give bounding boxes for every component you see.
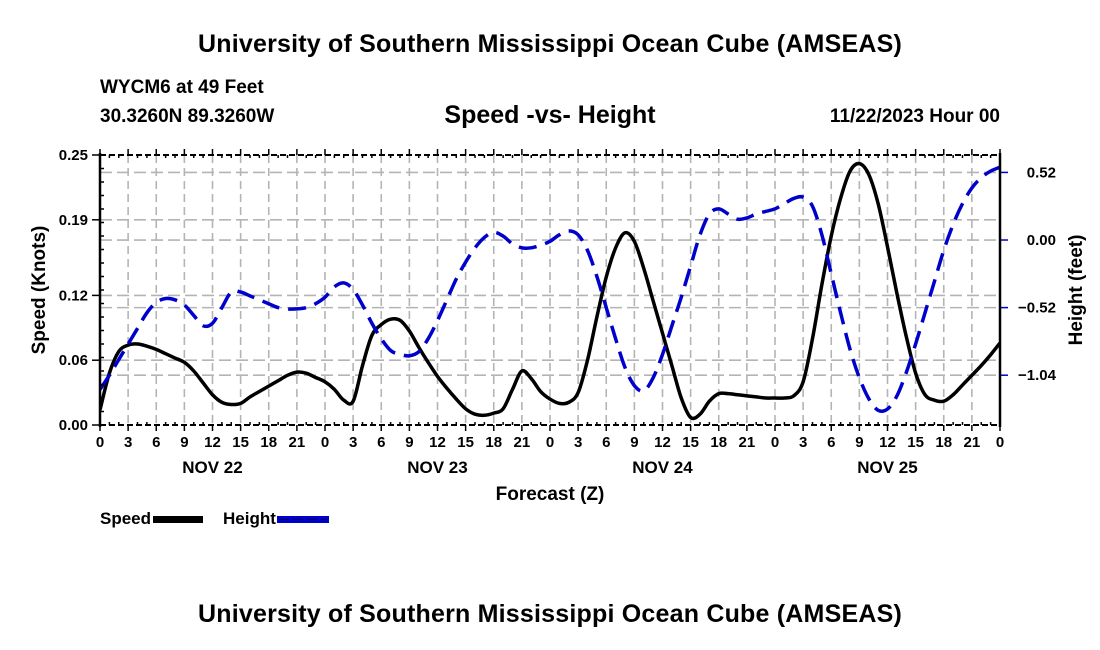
x-tick-label: 6: [152, 434, 160, 451]
x-tick-label: 0: [771, 434, 779, 451]
x-tick-label: 18: [260, 434, 277, 451]
footer-title: University of Southern Mississippi Ocean…: [198, 600, 902, 628]
x-tick-label: 18: [485, 434, 502, 451]
x-tick-label: 3: [124, 434, 132, 451]
x-tick-label: 0: [96, 434, 104, 451]
legend-speed-label: Speed: [100, 509, 152, 528]
x-tick-label: 0: [546, 434, 554, 451]
legend-height-swatch: [276, 515, 329, 523]
axes: [92, 149, 1008, 431]
legend-height-label: Height: [223, 509, 276, 528]
x-tick-label: 9: [405, 434, 413, 451]
x-tick-label: 15: [682, 434, 699, 451]
x-tick-label: 21: [964, 434, 981, 451]
y2-tick-label: 0.00: [1027, 232, 1056, 249]
x-tick-label: 12: [204, 434, 221, 451]
y-tick-label: 0.00: [59, 417, 88, 434]
x-tick-label: 12: [654, 434, 671, 451]
x-tick-label: 18: [710, 434, 727, 451]
x-tick-label: 3: [349, 434, 357, 451]
x-tick-label: 21: [514, 434, 531, 451]
x-tick-label: 21: [289, 434, 306, 451]
speed-series-line: [100, 161, 1000, 421]
x-tick-label: 6: [827, 434, 835, 451]
y2-tick-label: −1.04: [1018, 367, 1057, 384]
legend-speed-swatch: [153, 515, 204, 523]
x-tick-label: 3: [574, 434, 582, 451]
x-tick-label: 12: [429, 434, 446, 451]
tick-labels: 0 3 6 9 12 15 18 21 0 3 6 9 12 15 18 21 0 3 6 9 12 15 18 21 0 3 6 9…: [59, 147, 1057, 477]
x-tick-label: 6: [377, 434, 385, 451]
y-axis-label: Speed (Knots): [29, 226, 50, 355]
x-tick-label: 9: [180, 434, 188, 451]
x-tick-label: 12: [879, 434, 896, 451]
day-label: NOV 23: [407, 458, 467, 477]
y2-axis-label: Height (feet): [1066, 235, 1087, 346]
page-title: University of Southern Mississippi Ocean…: [198, 30, 902, 58]
y-tick-label: 0.06: [59, 352, 88, 369]
chart-subtitle: Speed -vs- Height: [444, 101, 656, 129]
series-layer: [100, 161, 1000, 421]
y2-tick-label: 0.52: [1027, 164, 1056, 181]
x-tick-label: 21: [739, 434, 756, 451]
x-tick-label: 15: [232, 434, 249, 451]
y-tick-label: 0.12: [59, 287, 88, 304]
grid: [100, 155, 1000, 425]
x-tick-label: 15: [457, 434, 474, 451]
station-label: WYCM6 at 49 Feet: [100, 77, 264, 98]
y-tick-label: 0.25: [59, 147, 88, 164]
x-tick-label: 9: [630, 434, 638, 451]
height-series-line: [100, 165, 1000, 414]
x-tick-label: 18: [935, 434, 952, 451]
y-tick-label: 0.19: [59, 212, 88, 229]
day-label: NOV 25: [857, 458, 917, 477]
x-tick-label: 6: [602, 434, 610, 451]
y2-tick-label: −0.52: [1018, 300, 1056, 317]
x-tick-label: 0: [321, 434, 329, 451]
x-tick-label: 9: [855, 434, 863, 451]
forecast-datestamp: 11/22/2023 Hour 00: [829, 106, 1000, 127]
day-label: NOV 22: [182, 458, 242, 477]
x-axis-label: Forecast (Z): [496, 484, 605, 505]
x-tick-label: 0: [996, 434, 1004, 451]
legend: Speed Height: [100, 509, 329, 529]
x-tick-label: 3: [799, 434, 807, 451]
day-label: NOV 24: [632, 458, 693, 477]
coordinates-label: 30.3260N 89.3260W: [100, 106, 275, 127]
x-tick-label: 15: [907, 434, 924, 451]
